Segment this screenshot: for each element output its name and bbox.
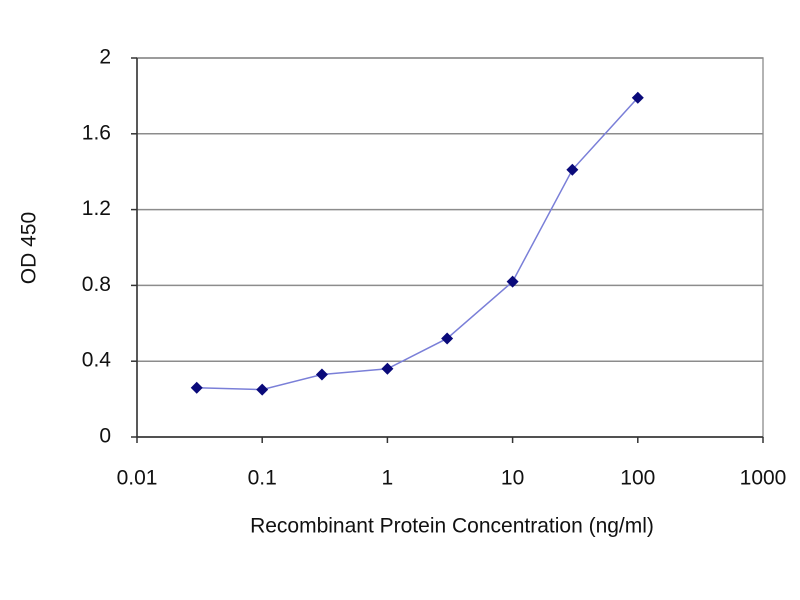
data-point [631,91,644,104]
x-tick-label: 100 [620,467,655,490]
y-tick-label: 2 [99,46,111,69]
y-tick-label: 0 [99,425,111,448]
y-tick-label: 1.6 [82,121,111,144]
data-point [315,368,328,381]
y-tick-label: 0.8 [82,273,111,296]
x-axis-title: Recombinant Protein Concentration (ng/ml… [250,515,654,538]
x-tick-label: 0.01 [117,467,158,490]
x-tick-label: 1 [382,467,394,490]
data-point [190,381,203,394]
y-tick-label: 0.4 [82,349,112,372]
data-point [566,163,579,176]
data-point [256,383,269,396]
x-tick-label: 10 [501,467,524,490]
data-point [441,332,454,345]
data-point [381,362,394,375]
y-axis-title: OD 450 [18,212,41,284]
plot-area [136,57,764,438]
x-tick-label: 0.1 [248,467,277,490]
y-tick-label: 1.2 [82,197,111,220]
x-tick-label: 1000 [740,467,787,490]
data-point [506,275,519,288]
data-line [196,97,639,391]
